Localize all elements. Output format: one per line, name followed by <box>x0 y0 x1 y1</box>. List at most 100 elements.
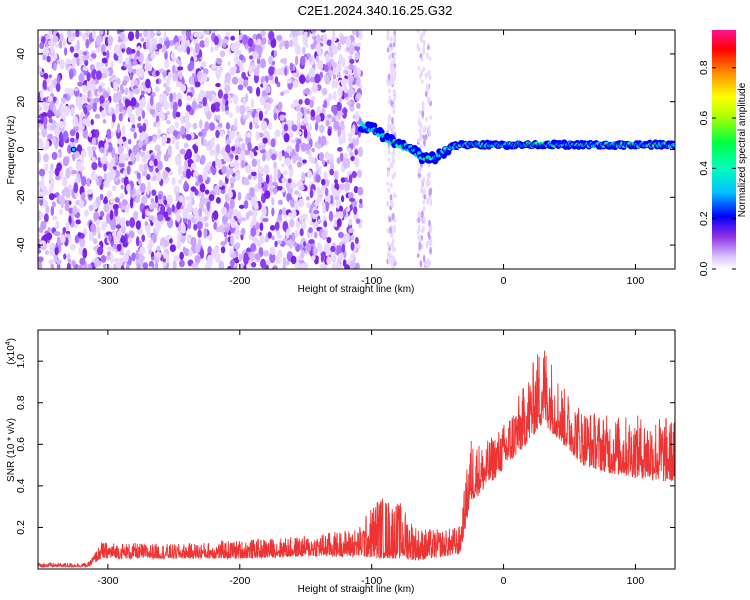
heatmap-cell <box>74 151 80 159</box>
heatmap-cell <box>390 78 394 83</box>
heatmap-cell <box>154 194 159 204</box>
heatmap-cell <box>89 64 96 71</box>
heatmap-cell <box>104 99 110 107</box>
heatmap-cell <box>82 51 88 56</box>
heatmap-cell <box>83 228 88 236</box>
heatmap-cell <box>297 192 302 199</box>
heatmap-cell <box>354 149 358 156</box>
heatmap-cell <box>170 51 176 60</box>
heatmap-cell <box>235 146 242 155</box>
spectrogram-x-tick-label: -100 <box>361 275 382 287</box>
heatmap-cell <box>99 147 105 154</box>
heatmap-cell <box>306 196 310 201</box>
heatmap-cell <box>355 136 360 147</box>
heatmap-cell <box>290 209 297 219</box>
heatmap-cell <box>163 153 169 162</box>
heatmap-cell <box>150 95 154 106</box>
heatmap-cell <box>300 142 307 152</box>
heatmap-cell <box>350 241 355 251</box>
heatmap-cell <box>192 144 197 150</box>
heatmap-cell <box>226 168 230 179</box>
heatmap-cell <box>317 219 322 224</box>
heatmap-cell <box>351 170 357 179</box>
heatmap-cell <box>241 34 249 45</box>
snr-y-tick-label: 0.2 <box>15 520 27 535</box>
heatmap-cell <box>141 156 148 163</box>
heatmap-cell <box>417 224 421 230</box>
heatmap-cell <box>386 34 390 41</box>
heatmap-cell <box>55 192 60 198</box>
heatmap-cell <box>235 224 240 233</box>
heatmap-cell <box>336 218 342 228</box>
heatmap-cell <box>290 182 297 189</box>
heatmap-cell <box>387 146 391 155</box>
heatmap-cell <box>204 207 208 216</box>
heatmap-cell <box>120 224 126 234</box>
heatmap-cell <box>317 59 324 71</box>
heatmap-cell <box>200 154 206 165</box>
heatmap-cell <box>140 37 145 42</box>
spectrogram-x-tick-label: -300 <box>97 275 118 287</box>
heatmap-cell <box>139 84 143 92</box>
heatmap-cell <box>88 263 93 269</box>
heatmap-cell <box>256 63 261 70</box>
heatmap-cell <box>225 110 230 115</box>
heatmap-cell <box>147 231 152 238</box>
heatmap-cell <box>148 204 155 210</box>
heatmap-cell <box>308 227 313 234</box>
heatmap-cell <box>337 231 344 239</box>
heatmap-cell <box>209 90 214 96</box>
heatmap-cell <box>243 180 250 186</box>
heatmap-cell <box>179 251 184 261</box>
heatmap-cell <box>194 189 199 196</box>
heatmap-cell <box>145 86 152 94</box>
heatmap-cell <box>321 201 327 208</box>
heatmap-cell <box>420 210 424 219</box>
heatmap-cell <box>426 84 430 93</box>
heatmap-cell <box>39 212 44 218</box>
heatmap-cell <box>387 114 391 123</box>
heatmap-cell <box>262 80 268 90</box>
heatmap-cell <box>215 197 221 204</box>
heatmap-cell <box>336 157 341 164</box>
heatmap-cell <box>305 43 309 48</box>
heatmap-cell <box>243 200 249 209</box>
heatmap-cell <box>344 181 351 192</box>
heatmap-cell <box>251 158 257 168</box>
colorbar-tick-label: 0.2 <box>698 211 710 226</box>
heatmap-cell <box>280 91 285 97</box>
heatmap-cell <box>62 130 69 141</box>
heatmap-cell <box>211 63 217 70</box>
heatmap-cell <box>165 77 171 86</box>
heatmap-cell <box>356 102 361 109</box>
heatmap-cell <box>250 243 257 252</box>
heatmap-cell <box>52 96 57 102</box>
heatmap-cell <box>97 246 104 256</box>
heatmap-cell <box>333 107 338 116</box>
heatmap-cell <box>389 36 393 42</box>
heatmap-cell <box>421 100 425 108</box>
heatmap-cell <box>295 261 301 269</box>
heatmap-cell <box>186 233 191 245</box>
heatmap-cell <box>113 235 121 244</box>
heatmap-cell <box>99 30 104 36</box>
heatmap-cell <box>244 105 251 113</box>
heatmap-cell <box>288 212 293 218</box>
heatmap-cell <box>42 102 49 112</box>
heatmap-cell <box>213 35 219 46</box>
heatmap-cell <box>103 196 108 204</box>
heatmap-cell <box>304 143 312 151</box>
heatmap-cell <box>73 87 79 92</box>
heatmap-cell <box>238 253 243 262</box>
heatmap-cell <box>43 116 48 126</box>
heatmap-cell <box>265 174 270 185</box>
heatmap-cell <box>348 227 355 234</box>
heatmap-cell <box>429 198 433 207</box>
heatmap-cell <box>209 148 215 156</box>
heatmap-cell <box>183 142 189 149</box>
heatmap-cell <box>217 89 223 99</box>
heatmap-cell <box>307 169 313 179</box>
heatmap-cell <box>302 159 307 164</box>
heatmap-cell <box>210 46 214 53</box>
heatmap-cell <box>137 194 141 201</box>
